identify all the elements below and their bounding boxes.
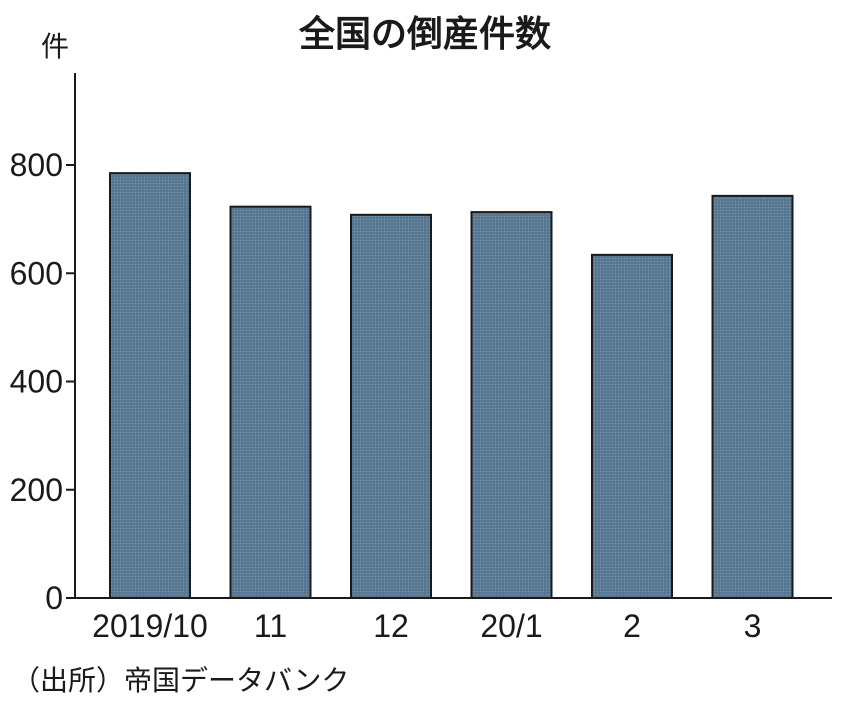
y-axis-ticks: 0 200 400 600 800 [10, 147, 75, 616]
bar [350, 213, 432, 599]
y-axis-unit-label: 件 [41, 30, 69, 63]
source-note: （出所）帝国データバンク [12, 664, 349, 697]
x-tick-label: 11 [254, 608, 287, 644]
x-tick-label: 12 [373, 608, 409, 644]
bar [591, 253, 673, 599]
bar [711, 194, 794, 599]
x-axis-labels: 2019/10 11 12 20/1 2 3 [92, 608, 761, 644]
y-tick-label: 400 [10, 364, 63, 400]
y-tick-label: 600 [10, 255, 63, 291]
y-tick-label: 200 [10, 472, 63, 508]
y-tick-label: 0 [45, 580, 63, 616]
x-tick-label: 2019/10 [92, 608, 208, 644]
x-tick-label: 2 [623, 608, 641, 644]
chart-title: 全国の倒産件数 [298, 13, 551, 55]
bar [109, 172, 191, 599]
x-tick-label: 3 [744, 608, 762, 644]
x-tick-label: 20/1 [480, 608, 542, 644]
y-tick-label: 800 [10, 147, 63, 183]
bars-group [109, 172, 794, 599]
bar [229, 205, 312, 599]
bar [470, 211, 553, 599]
